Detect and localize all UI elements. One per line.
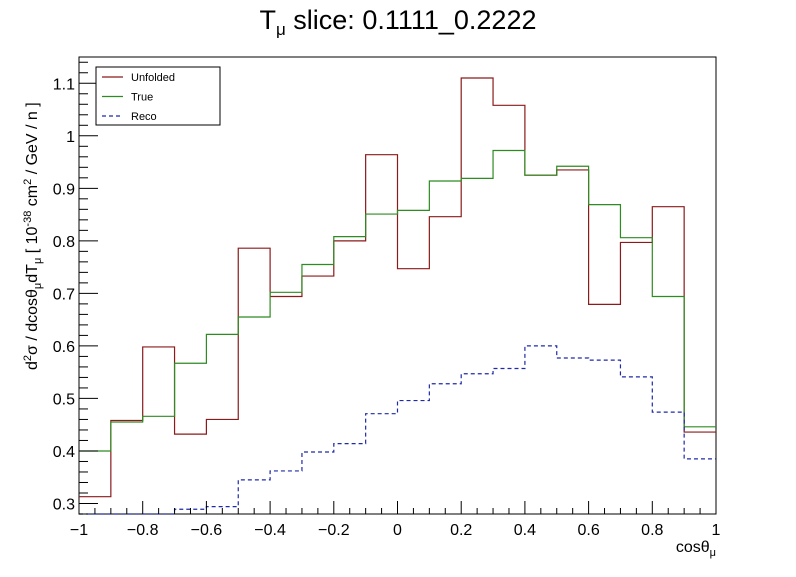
y-axis-label-s1: 2 [22,355,34,361]
x-axis-label: cosθμ [676,539,716,559]
y-tick-label: 0.8 [53,234,75,251]
x-tick-label: 1 [712,522,721,539]
y-tick-label: 0.7 [53,286,75,303]
x-tick-label: 0.2 [450,522,472,539]
legend-label-reco: Reco [131,111,157,123]
y-tick-label: 0.4 [53,444,75,461]
y-tick-label: 1 [66,129,75,146]
y-tick-label: 1.1 [53,76,75,93]
y-axis-label-s4: -38 [22,211,34,227]
series-line-reco [79,345,716,515]
x-tick-label: −0.4 [254,522,286,539]
y-axis-label-s2: μ [32,283,44,289]
x-tick-label: −1 [70,522,88,539]
y-axis-label-p4: [ 10 [24,226,41,257]
y-axis-label-p3: dT [24,264,41,283]
x-tick-label: 0.6 [577,522,599,539]
series-line-unfolded [79,77,716,498]
chart-title: Tμ slice: 0.1111_0.2222 [260,5,537,39]
y-tick-label: 0.5 [53,391,75,408]
y-axis-label: d2σ / dcosθμdTμ [ 10-38 cm2 / GeV / n ] [22,102,44,370]
legend-label-true: True [131,92,153,104]
y-axis-label-p6: / GeV / n ] [24,102,41,178]
y-tick-label: 0.3 [53,496,75,513]
x-tick-label: −0.2 [318,522,350,539]
x-axis-label-main: cosθ [676,539,710,556]
chart-title-sub: μ [276,20,286,39]
x-tick-label: 0.4 [514,522,536,539]
series-line-true [79,149,716,452]
x-tick-label: −0.8 [127,522,159,539]
x-tick-label: 0.8 [641,522,663,539]
x-tick-label: −0.6 [191,522,223,539]
y-axis-label-p5: cm [24,185,41,211]
y-tick-label: 0.6 [53,339,75,356]
y-axis-label-p1: d [24,361,41,370]
y-tick-label: 0.9 [53,181,75,198]
chart-title-main: T [260,5,277,35]
y-axis-label-s5: 2 [22,179,34,185]
x-tick-label: 0 [393,522,402,539]
legend-label-unfolded: Unfolded [131,72,175,84]
chart-title-rest: slice: 0.1111_0.2222 [286,5,537,35]
y-axis-label-s3: μ [32,258,44,264]
y-axis-label-p2: σ / dcosθ [24,289,41,355]
x-axis-label-sub: μ [710,547,716,559]
